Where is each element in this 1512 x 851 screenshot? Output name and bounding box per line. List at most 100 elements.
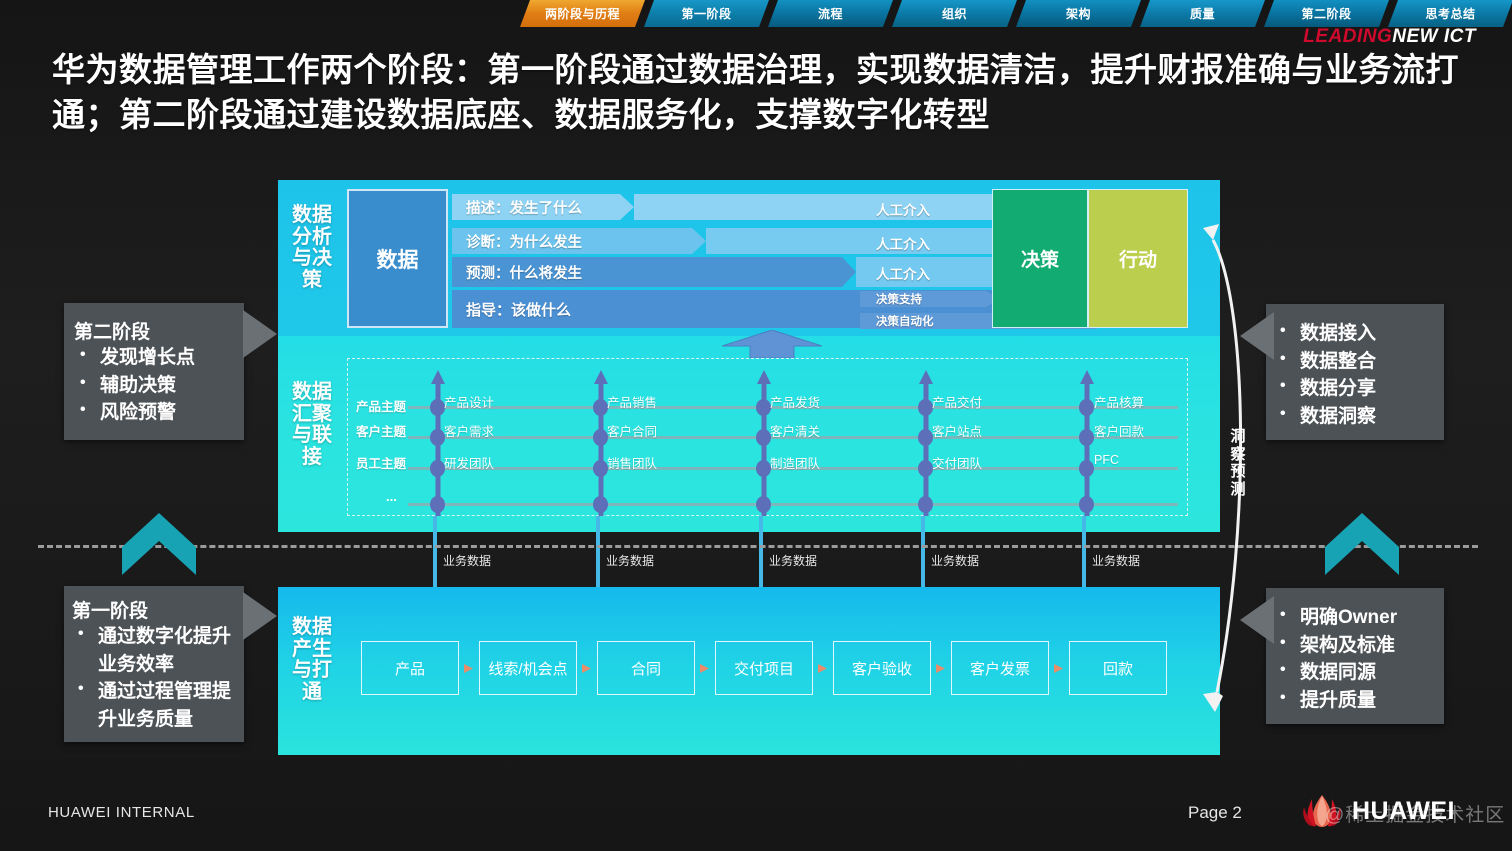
node-dot (1079, 496, 1094, 513)
callout-item: 提升质量 (1274, 686, 1436, 715)
aggregation-cell: 制造团队 (770, 457, 821, 471)
callout-item: 数据洞察 (1274, 402, 1436, 431)
tab-phase-two[interactable]: 第二阶段 (1264, 0, 1389, 27)
process-box-product[interactable]: 产品 (361, 641, 459, 695)
process-arrow-icon (582, 664, 591, 673)
aggregation-cell: 产品交付 (932, 396, 983, 410)
aggregation-dashed-box (347, 358, 1188, 516)
callout-phase-one-left: 第一阶段 通过数字化提升业务效率 通过过程管理提升业务质量 (64, 586, 244, 742)
process-arrow-icon (936, 664, 945, 673)
callout-item: 架构及标准 (1274, 631, 1436, 660)
watermark-text: @稀土掘金技术社区 (1325, 805, 1506, 826)
node-dot (593, 399, 608, 416)
callout-item: 数据同源 (1274, 658, 1436, 687)
analysis-subrow-decision-support: 决策支持 (860, 291, 1000, 307)
action-block: 行动 (1088, 189, 1188, 328)
tab-label: 质量 (1189, 7, 1215, 21)
aggregation-hline (408, 503, 1178, 506)
business-data-label: 业务数据 (443, 554, 492, 568)
process-box-lead-opportunity[interactable]: 线索/机会点 (479, 641, 577, 695)
tab-summary[interactable]: 思考总结 (1388, 0, 1512, 27)
business-data-label: 业务数据 (1092, 554, 1141, 568)
page-title: 华为数据管理工作两个阶段：第一阶段通过数据治理，实现数据清洁，提升财报准确与业务… (52, 51, 1459, 133)
business-data-label: 业务数据 (931, 554, 980, 568)
node-dot (593, 496, 608, 513)
tab-label: 第一阶段 (681, 7, 732, 21)
business-data-label: 业务数据 (606, 554, 655, 568)
phase-chevron-up-icon-right (1325, 513, 1399, 575)
tab-phase-one[interactable]: 第一阶段 (644, 0, 769, 27)
aggregation-cell: 客户合同 (607, 425, 658, 439)
aggregation-cell: 交付团队 (932, 457, 983, 471)
footer-page-number: Page 2 (1188, 803, 1242, 822)
node-dot (430, 496, 445, 513)
aggregation-hline (408, 406, 1178, 409)
aggregation-cell: 产品设计 (444, 396, 495, 410)
data-box: 数据 (347, 189, 448, 328)
node-dot (1079, 429, 1094, 446)
process-box-contract[interactable]: 合同 (597, 641, 695, 695)
aggregation-cell: 产品核算 (1094, 396, 1145, 410)
aggregation-hline (408, 436, 1178, 439)
aggregation-cell: 客户清关 (770, 425, 821, 439)
callout-right-bottom: 明确Owner 架构及标准 数据同源 提升质量 (1266, 588, 1444, 724)
huawei-logo: HUAWEI (1300, 793, 1455, 829)
process-arrow-icon (700, 664, 709, 673)
aggregation-cell: 产品销售 (607, 396, 658, 410)
layer-connector (759, 516, 763, 588)
tab-organization[interactable]: 组织 (892, 0, 1017, 27)
layer-connector (921, 516, 925, 588)
callout-list: 通过数字化提升业务效率 通过过程管理提升业务质量 (72, 622, 236, 733)
phase-divider-line (38, 545, 1478, 548)
label-data-generation-connection: 数据产生与打通 (292, 616, 332, 703)
row-label: 预测：什么将发生 (466, 265, 582, 282)
callout-item: 辅助决策 (74, 371, 234, 400)
layer-connector (596, 516, 600, 588)
tab-label: 两阶段与历程 (544, 7, 620, 21)
process-arrow-icon (818, 664, 827, 673)
process-box-customer-invoice[interactable]: 客户发票 (951, 641, 1049, 695)
tab-two-phases[interactable]: 两阶段与历程 (520, 0, 645, 27)
process-box-payment[interactable]: 回款 (1069, 641, 1167, 695)
callout-title: 第一阶段 (72, 601, 149, 622)
node-dot (593, 460, 608, 477)
aggregation-hline (408, 467, 1178, 470)
tab-label: 架构 (1065, 7, 1091, 21)
huawei-flower-icon (1303, 795, 1341, 827)
node-dot (756, 496, 771, 513)
phase-chevron-up-icon-left (122, 513, 196, 575)
node-dot (918, 429, 933, 446)
aggregation-cell: 客户需求 (444, 425, 495, 439)
process-box-delivery-project[interactable]: 交付项目 (715, 641, 813, 695)
process-arrow-icon (1054, 664, 1063, 673)
tab-label: 第二阶段 (1301, 7, 1352, 21)
insight-prediction-curved-arrow-icon (1203, 224, 1243, 712)
lower-cyan-panel (278, 587, 1220, 755)
label-data-aggregation-connection: 数据汇聚与联接 (292, 381, 332, 468)
node-dot (756, 399, 771, 416)
tab-architecture[interactable]: 架构 (1016, 0, 1141, 27)
callout-title: 第二阶段 (74, 322, 151, 343)
callout-item: 数据整合 (1274, 347, 1436, 376)
theme-label-product: 产品主题 (356, 400, 407, 414)
tab-label: 流程 (817, 7, 843, 21)
callout-item: 明确Owner (1274, 603, 1436, 632)
callout-list: 明确Owner 架构及标准 数据同源 提升质量 (1274, 603, 1436, 715)
theme-label-employee: 员工主题 (356, 457, 407, 471)
tab-process[interactable]: 流程 (768, 0, 893, 27)
brand-leading-text: LEADING (1303, 26, 1393, 47)
layer-connector (433, 516, 437, 588)
node-dot (918, 496, 933, 513)
upward-flow-arrow-icon (722, 330, 822, 358)
callout-item: 数据接入 (1274, 319, 1436, 348)
callout-item: 发现增长点 (74, 343, 234, 372)
row-label: 指导：该做什么 (466, 301, 572, 319)
business-data-label: 业务数据 (769, 554, 818, 568)
aggregation-cell: PFC (1094, 453, 1119, 467)
node-dot (430, 460, 445, 477)
row-label: 描述：发生了什么 (466, 200, 582, 217)
tab-quality[interactable]: 质量 (1140, 0, 1265, 27)
process-box-customer-acceptance[interactable]: 客户验收 (833, 641, 931, 695)
callout-right-top: 数据接入 数据整合 数据分享 数据洞察 (1266, 304, 1444, 440)
